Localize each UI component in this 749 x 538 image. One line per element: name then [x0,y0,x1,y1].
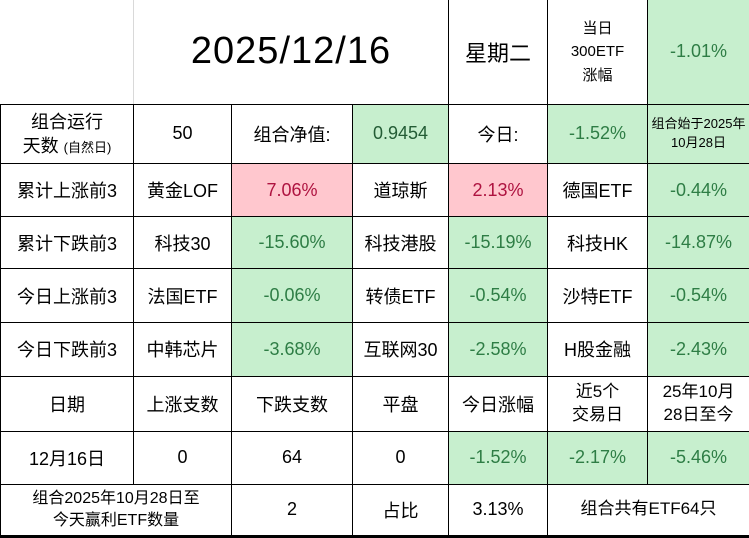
weekday-cell: 星期二 [448,0,549,105]
rank-label: 累计上涨前3 [0,162,134,218]
etf-name: 科技30 [133,216,232,270]
running-days-label: 组合运行 天数 (自然日) [0,103,134,164]
portfolio-start-note: 组合始于2025年10月28日 [647,103,749,164]
daily-last5-change: -2.17% [547,430,649,485]
col-header-today-change: 今日涨幅 [448,375,549,432]
daily-today-change: -1.52% [448,430,549,485]
rank-label: 累计下跌前3 [0,216,134,270]
ratio-value: 3.13% [448,483,549,538]
running-days-value: 50 [133,103,232,164]
etf-name: 法国ETF [133,268,232,324]
ratio-label: 占比 [351,483,450,538]
daily-value-row: 12月16日 0 64 0 -1.52% -2.17% -5.46% [0,430,749,485]
footer-row: 组合2025年10月28日至 今天赢利ETF数量 2 占比 3.13% 组合共有… [0,483,749,538]
col-header-last5: 近5个 交易日 [547,375,649,432]
etf-value: -0.44% [647,162,749,218]
etf-name: 转债ETF [351,268,450,324]
index-change-value: -1.01% [647,0,749,105]
rank-label: 今日下跌前3 [0,322,134,377]
rank-row-today-up: 今日上涨前3 法国ETF -0.06% 转债ETF -0.54% 沙特ETF -… [0,268,749,324]
daily-down-count: 64 [231,430,353,485]
daily-date: 12月16日 [0,430,134,485]
report-date: 2025/12/16 [132,0,450,105]
col-header-up-count: 上涨支数 [133,375,232,432]
etf-name: 互联网30 [351,322,450,377]
today-label: 今日: [448,103,549,164]
col-header-since-start: 25年10月 28日至今 [647,375,749,432]
etf-value: -15.60% [231,216,353,270]
etf-name: 黄金LOF [133,162,232,218]
summary-row: 组合运行 天数 (自然日) 50 组合净值: 0.9454 今日: -1.52%… [0,103,749,164]
etf-value: -14.87% [647,216,749,270]
etf-name: H股金融 [547,322,649,377]
running-days-label-line1: 组合运行 [31,111,103,132]
running-days-note: (自然日) [63,139,112,155]
etf-name: 德国ETF [547,162,649,218]
col-header-flat: 平盘 [351,375,450,432]
etf-name: 道琼斯 [351,162,450,218]
index-change-label: 当日 300ETF 涨幅 [547,0,649,105]
nav-value: 0.9454 [351,103,450,164]
rank-row-cum-down: 累计下跌前3 科技30 -15.60% 科技港股 -15.19% 科技HK -1… [0,216,749,270]
daily-since-start-change: -5.46% [647,430,749,485]
etf-value: 7.06% [231,162,353,218]
etf-name: 科技HK [547,216,649,270]
etf-name: 科技港股 [351,216,450,270]
winning-etf-label: 组合2025年10月28日至 今天赢利ETF数量 [0,483,232,538]
rank-row-today-down: 今日下跌前3 中韩芯片 -3.68% 互联网30 -2.58% H股金融 -2.… [0,322,749,377]
rank-label: 今日上涨前3 [0,268,134,324]
daily-up-count: 0 [133,430,232,485]
etf-value: -3.68% [231,322,353,377]
running-days-label-line2: 天数 (自然日) [22,135,112,156]
col-header-down-count: 下跌支数 [231,375,353,432]
nav-label: 组合净值: [231,103,353,164]
total-etf-note: 组合共有ETF64只 [547,483,749,538]
etf-name: 中韩芯片 [133,322,232,377]
etf-value: -0.06% [231,268,353,324]
etf-name: 沙特ETF [547,268,649,324]
daily-flat-count: 0 [351,430,450,485]
etf-value: -0.54% [448,268,549,324]
col-header-date: 日期 [0,375,134,432]
etf-value: -2.58% [448,322,549,377]
daily-header-row: 日期 上涨支数 下跌支数 平盘 今日涨幅 近5个 交易日 25年10月 28日至… [0,375,749,432]
etf-value: 2.13% [448,162,549,218]
rank-row-cum-up: 累计上涨前3 黄金LOF 7.06% 道琼斯 2.13% 德国ETF -0.44… [0,162,749,218]
today-change-value: -1.52% [547,103,649,164]
title-row: 2025/12/16 星期二 当日 300ETF 涨幅 -1.01% [0,0,749,105]
etf-value: -0.54% [647,268,749,324]
etf-value: -2.43% [647,322,749,377]
etf-value: -15.19% [448,216,549,270]
blank-cell [0,0,134,105]
winning-etf-count: 2 [231,483,353,538]
